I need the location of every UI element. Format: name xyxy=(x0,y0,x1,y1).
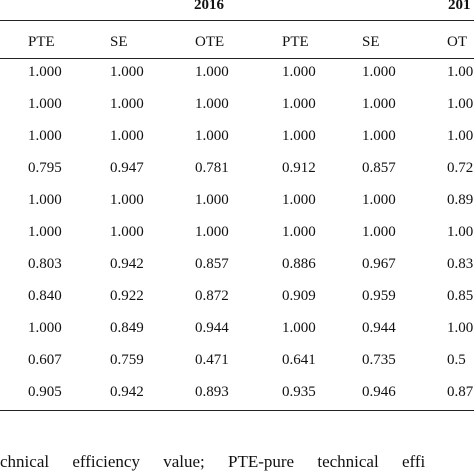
cell: 0.872 xyxy=(195,288,229,304)
cell: 1.000 xyxy=(362,128,396,144)
cell: 1.000 xyxy=(28,128,62,144)
cell: 1.00 xyxy=(447,320,474,336)
cell: 0.893 xyxy=(195,384,229,400)
cell: 0.922 xyxy=(110,288,144,304)
cell: 1.000 xyxy=(28,96,62,112)
cell: 1.000 xyxy=(362,224,396,240)
cell: 1.000 xyxy=(28,320,62,336)
cell: 0.641 xyxy=(282,352,316,368)
cell: 0.944 xyxy=(362,320,396,336)
cell: 0.857 xyxy=(362,160,396,176)
cell: 0.959 xyxy=(362,288,396,304)
cell: 1.00 xyxy=(447,96,474,112)
cell: 0.912 xyxy=(282,160,316,176)
cell: 0.89 xyxy=(447,192,474,208)
footnote: chnical efficiency value; PTE-pure techn… xyxy=(0,452,426,471)
cell: 0.803 xyxy=(28,256,62,272)
cell: 1.000 xyxy=(110,96,144,112)
cell: 0.946 xyxy=(362,384,396,400)
year-header: 201 xyxy=(448,0,471,13)
cell: 0.935 xyxy=(282,384,316,400)
cell: 0.83 xyxy=(447,256,474,272)
cell: 1.000 xyxy=(195,224,229,240)
cell: 1.000 xyxy=(282,96,316,112)
column-header: PTE xyxy=(28,34,55,50)
cell: 1.000 xyxy=(362,64,396,80)
column-header: OT xyxy=(447,34,467,50)
cell: 1.000 xyxy=(282,128,316,144)
cell: 1.000 xyxy=(28,64,62,80)
cell: 1.000 xyxy=(282,224,316,240)
cell: 0.886 xyxy=(282,256,316,272)
cell: 1.000 xyxy=(110,128,144,144)
cell: 0.795 xyxy=(28,160,62,176)
cell: 1.000 xyxy=(282,64,316,80)
cell: 0.942 xyxy=(110,256,144,272)
cell: 1.000 xyxy=(195,192,229,208)
rule xyxy=(0,20,474,21)
cell: 0.735 xyxy=(362,352,396,368)
cell: 1.000 xyxy=(28,224,62,240)
column-header: OTE xyxy=(195,34,225,50)
column-header: PTE xyxy=(282,34,309,50)
cell: 1.000 xyxy=(110,64,144,80)
cell: 0.909 xyxy=(282,288,316,304)
cell: 1.000 xyxy=(362,96,396,112)
cell: 0.849 xyxy=(110,320,144,336)
year-header: 2016 xyxy=(194,0,224,13)
cell: 1.00 xyxy=(447,64,474,80)
cell: 0.947 xyxy=(110,160,144,176)
cell: 1.000 xyxy=(282,192,316,208)
cell: 0.942 xyxy=(110,384,144,400)
cell: 1.000 xyxy=(282,320,316,336)
cell: 1.00 xyxy=(447,128,474,144)
cell: 1.000 xyxy=(362,192,396,208)
cell: 0.471 xyxy=(195,352,229,368)
cell: 0.967 xyxy=(362,256,396,272)
cell: 0.857 xyxy=(195,256,229,272)
cell: 0.781 xyxy=(195,160,229,176)
cell: 0.5 xyxy=(447,352,466,368)
cell: 0.607 xyxy=(28,352,62,368)
rule xyxy=(0,58,474,59)
cell: 1.000 xyxy=(195,128,229,144)
cell: 0.759 xyxy=(110,352,144,368)
rule xyxy=(0,410,474,411)
cell: 1.000 xyxy=(195,96,229,112)
cell: 0.87 xyxy=(447,384,474,400)
cell: 0.85 xyxy=(447,288,474,304)
cell: 0.72 xyxy=(447,160,474,176)
cell: 1.00 xyxy=(447,224,474,240)
cell: 0.840 xyxy=(28,288,62,304)
cell: 1.000 xyxy=(110,192,144,208)
cell: 0.905 xyxy=(28,384,62,400)
cell: 0.944 xyxy=(195,320,229,336)
column-header: SE xyxy=(362,34,380,50)
cell: 1.000 xyxy=(110,224,144,240)
column-header: SE xyxy=(110,34,128,50)
cell: 1.000 xyxy=(195,64,229,80)
cell: 1.000 xyxy=(28,192,62,208)
